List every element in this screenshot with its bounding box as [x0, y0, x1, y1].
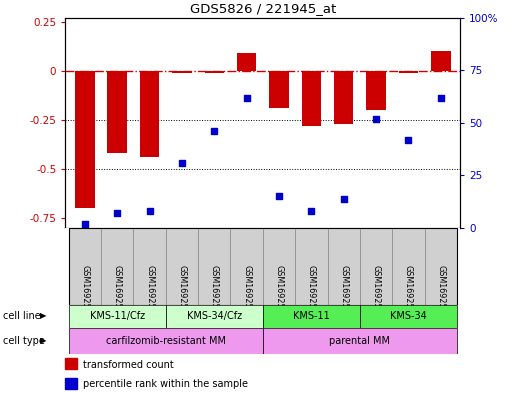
Point: [178, 160, 186, 166]
Bar: [231, 228, 263, 305]
Title: GDS5826 / 221945_at: GDS5826 / 221945_at: [190, 2, 336, 15]
Bar: [204, 71, 224, 73]
Bar: [237, 53, 256, 71]
Text: KMS-34/Cfz: KMS-34/Cfz: [187, 311, 242, 321]
Bar: [69, 305, 166, 328]
Text: carfilzomib-resistant MM: carfilzomib-resistant MM: [106, 336, 226, 346]
Text: ▶: ▶: [40, 311, 47, 320]
Bar: [360, 305, 457, 328]
Bar: [69, 328, 263, 354]
Text: GSM1692589: GSM1692589: [145, 265, 154, 318]
Bar: [166, 228, 198, 305]
Bar: [140, 71, 159, 157]
Text: KMS-11/Cfz: KMS-11/Cfz: [89, 311, 145, 321]
Text: percentile rank within the sample: percentile rank within the sample: [83, 379, 248, 389]
Bar: [360, 228, 392, 305]
Text: GSM1692594: GSM1692594: [307, 265, 316, 318]
Bar: [431, 51, 450, 71]
Text: GSM1692592: GSM1692592: [242, 265, 251, 319]
Point: [372, 116, 380, 122]
Bar: [166, 305, 263, 328]
Bar: [69, 228, 101, 305]
Bar: [425, 228, 457, 305]
Text: GSM1692590: GSM1692590: [177, 265, 186, 318]
Text: parental MM: parental MM: [329, 336, 390, 346]
Point: [307, 208, 315, 214]
Bar: [399, 71, 418, 73]
Text: KMS-11: KMS-11: [293, 311, 329, 321]
Bar: [327, 228, 360, 305]
Text: ▶: ▶: [40, 336, 47, 345]
Bar: [172, 71, 191, 73]
Text: GSM1692596: GSM1692596: [371, 265, 381, 318]
Point: [404, 136, 413, 143]
Point: [243, 94, 251, 101]
Bar: [107, 71, 127, 153]
Text: KMS-34: KMS-34: [390, 311, 427, 321]
Bar: [263, 228, 295, 305]
Point: [81, 220, 89, 227]
Text: GSM1692591: GSM1692591: [210, 265, 219, 318]
Bar: [133, 228, 166, 305]
Point: [339, 195, 348, 202]
Text: cell type: cell type: [3, 336, 44, 346]
Point: [275, 193, 283, 200]
Point: [145, 208, 154, 214]
Text: cell line: cell line: [3, 311, 40, 321]
Text: GSM1692587: GSM1692587: [81, 265, 89, 318]
Text: GSM1692597: GSM1692597: [404, 265, 413, 319]
Text: GSM1692598: GSM1692598: [436, 265, 445, 318]
Point: [210, 128, 219, 134]
Text: GSM1692593: GSM1692593: [275, 265, 283, 318]
Text: transformed count: transformed count: [83, 360, 174, 370]
Bar: [269, 71, 289, 108]
Point: [113, 210, 121, 217]
Bar: [263, 328, 457, 354]
Bar: [75, 71, 95, 208]
Bar: [65, 378, 77, 389]
Text: GSM1692588: GSM1692588: [112, 265, 122, 318]
Bar: [334, 71, 354, 124]
Bar: [65, 358, 77, 369]
Bar: [302, 71, 321, 126]
Bar: [295, 228, 327, 305]
Bar: [263, 305, 360, 328]
Bar: [198, 228, 231, 305]
Text: GSM1692595: GSM1692595: [339, 265, 348, 319]
Bar: [367, 71, 386, 110]
Point: [437, 94, 445, 101]
Bar: [392, 228, 425, 305]
Bar: [101, 228, 133, 305]
